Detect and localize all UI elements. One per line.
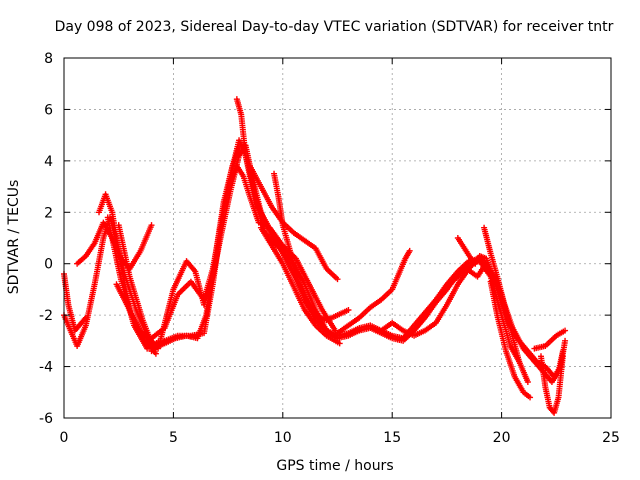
x-axis-label: GPS time / hours <box>276 458 393 474</box>
plot-frame <box>63 57 612 419</box>
chart-title: Day 098 of 2023, Sidereal Day-to-day VTE… <box>55 19 614 35</box>
series-track-15 <box>400 265 468 342</box>
x-tick-label: 0 <box>60 430 69 446</box>
data-point <box>82 314 89 321</box>
y-tick-label: -6 <box>39 411 53 427</box>
data-point <box>471 259 478 266</box>
data-point <box>152 350 159 357</box>
data-point <box>562 327 569 334</box>
data-point <box>334 276 341 283</box>
data-point <box>559 353 566 360</box>
x-tick-label: 5 <box>169 430 178 446</box>
series-track-7 <box>113 281 159 357</box>
series-track-11 <box>271 170 330 334</box>
y-tick-label: 4 <box>44 154 53 170</box>
y-tick-label: 0 <box>44 257 53 273</box>
data-point <box>345 307 352 313</box>
series-track-16 <box>454 235 479 267</box>
y-axis-label: SDTVAR / TECUs <box>6 180 22 295</box>
series-track-9 <box>233 96 523 365</box>
series-track-12 <box>257 224 343 347</box>
x-tick-label: 20 <box>493 430 511 446</box>
y-tick-label: 6 <box>44 102 53 118</box>
y-tick-label: 8 <box>44 51 53 67</box>
data-point <box>336 340 343 347</box>
axis-ticks: 0 5 10 15 20 25 -6 -4 -2 0 2 4 6 8 <box>39 51 620 446</box>
series-track-20 <box>537 353 566 416</box>
series-track-21 <box>531 327 569 352</box>
data-point <box>527 394 534 401</box>
x-tick-label: 15 <box>383 430 401 446</box>
data-point <box>323 327 330 334</box>
series-track-17 <box>463 263 531 385</box>
data-point <box>406 247 413 254</box>
data-points <box>61 96 569 416</box>
y-tick-label: -4 <box>39 360 53 376</box>
x-tick-label: 10 <box>274 430 292 446</box>
data-point <box>148 222 155 229</box>
y-tick-label: -2 <box>39 308 53 324</box>
data-point <box>472 260 479 267</box>
data-point <box>524 379 531 385</box>
x-tick-label: 25 <box>602 430 620 446</box>
y-tick-label: 2 <box>44 205 53 221</box>
series-track-13 <box>334 247 413 337</box>
data-point <box>562 337 569 344</box>
data-point <box>81 316 88 322</box>
series-track-19 <box>487 278 534 401</box>
series-track-2 <box>61 271 89 334</box>
